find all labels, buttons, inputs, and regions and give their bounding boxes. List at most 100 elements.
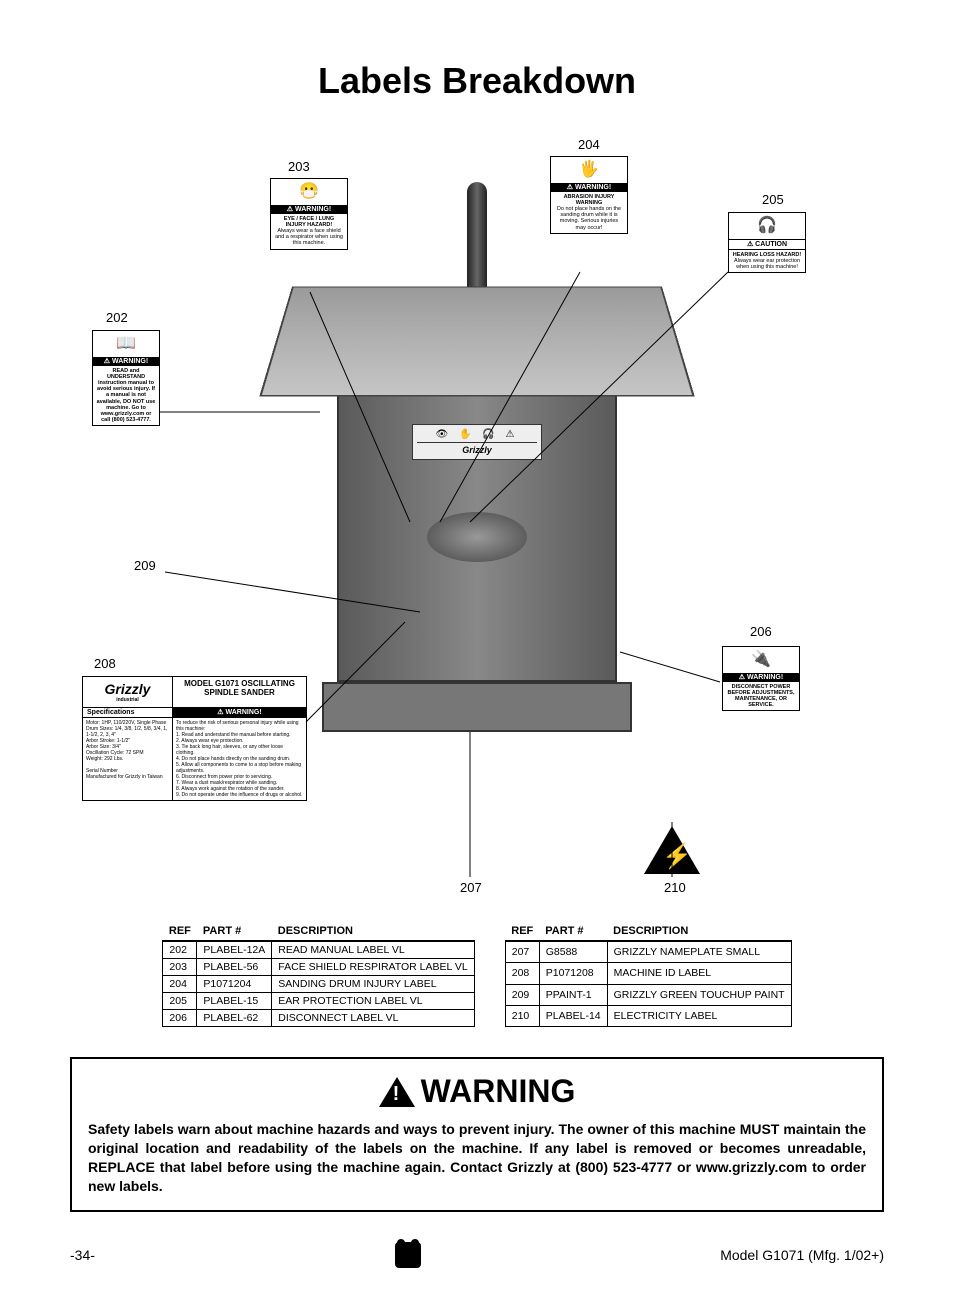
front-label-panel: 👁 ✋ 🎧 ⚠ Grizzly <box>412 424 542 460</box>
label-body-text: Do not place hands on the sanding drum w… <box>554 206 624 230</box>
table-row: 203PLABEL-56FACE SHIELD RESPIRATOR LABEL… <box>163 959 474 976</box>
callout-209: 209 <box>134 558 156 573</box>
grizzly-logo: Grizzly industrial <box>83 677 173 707</box>
table-row: 206PLABEL-62DISCONNECT LABEL VL <box>163 1010 474 1027</box>
plug-icon: 🔌 <box>723 647 799 673</box>
bear-logo-icon <box>395 1242 421 1268</box>
label-202-box: 📖 ⚠ WARNING! READ and UNDERSTAND instruc… <box>92 330 160 426</box>
callout-208: 208 <box>94 656 116 671</box>
callout-207: 207 <box>460 880 482 895</box>
cell-part: PLABEL-14 <box>539 1005 607 1026</box>
cell-desc: SANDING DRUM INJURY LABEL <box>272 976 474 993</box>
machine-base <box>322 682 632 732</box>
machine-illustration: 👁 ✋ 🎧 ⚠ Grizzly <box>277 252 677 732</box>
table-row: 202PLABEL-12AREAD MANUAL LABEL VL <box>163 941 474 959</box>
table-row: 209PPAINT-1GRIZZLY GREEN TOUCHUP PAINT <box>505 984 791 1005</box>
cell-desc: EAR PROTECTION LABEL VL <box>272 993 474 1010</box>
cell-ref: 205 <box>163 993 197 1010</box>
label-206-box: 🔌 ⚠ WARNING! DISCONNECT POWER BEFORE ADJ… <box>722 646 800 711</box>
machine-table-top <box>259 286 694 396</box>
label-body: ABRASION INJURY WARNING Do not place han… <box>551 192 627 232</box>
cell-desc: READ MANUAL LABEL VL <box>272 941 474 959</box>
cell-ref: 206 <box>163 1010 197 1027</box>
cell-part: G8588 <box>539 941 607 963</box>
cell-desc: GRIZZLY NAMEPLATE SMALL <box>607 941 791 963</box>
callout-205: 205 <box>762 192 784 207</box>
warning-title: WARNING <box>88 1073 866 1110</box>
label-body-title: ABRASION INJURY WARNING <box>554 194 624 206</box>
cell-part: PPAINT-1 <box>539 984 607 1005</box>
cell-ref: 202 <box>163 941 197 959</box>
warning-block: WARNING Safety labels warn about machine… <box>70 1057 884 1212</box>
spec-left-col: Motor: 1HP, 110/220V, Single Phase Drum … <box>83 718 173 800</box>
warning-header: ⚠ WARNING! <box>723 673 799 683</box>
col-part: PART # <box>197 922 272 941</box>
label-body: EYE / FACE / LUNG INJURY HAZARD! Always … <box>271 214 347 248</box>
model-title: MODEL G1071 OSCILLATING SPINDLE SANDER <box>173 677 306 707</box>
cell-part: P1071208 <box>539 963 607 984</box>
label-body-text: Always wear ear protection when using th… <box>732 258 802 270</box>
label-body-text: Always wear a face shield and a respirat… <box>274 228 344 246</box>
cell-desc: ELECTRICITY LABEL <box>607 1005 791 1026</box>
warning-text: Safety labels warn about machine hazards… <box>88 1120 866 1196</box>
cell-part: PLABEL-62 <box>197 1010 272 1027</box>
label-body: READ and UNDERSTAND instruction manual t… <box>93 366 159 424</box>
respirator-icon: 😷 <box>271 179 347 205</box>
warning-header: ⚠ WARNING! <box>93 357 159 367</box>
spec-right-col: To reduce the risk of serious personal i… <box>173 718 306 800</box>
electricity-icon <box>644 826 700 874</box>
page-footer: -34- Model G1071 (Mfg. 1/02+) <box>70 1242 884 1268</box>
col-ref: REF <box>163 922 197 941</box>
label-210-electricity <box>644 826 700 874</box>
col-part: PART # <box>539 922 607 941</box>
cell-part: PLABEL-12A <box>197 941 272 959</box>
col-ref: REF <box>505 922 539 941</box>
cell-ref: 203 <box>163 959 197 976</box>
table-row: 207G8588GRIZZLY NAMEPLATE SMALL <box>505 941 791 963</box>
label-body: HEARING LOSS HAZARD! Always wear ear pro… <box>729 250 805 272</box>
table-row: 205PLABEL-15EAR PROTECTION LABEL VL <box>163 993 474 1010</box>
label-204-box: 🖐 ⚠ WARNING! ABRASION INJURY WARNING Do … <box>550 156 628 234</box>
caution-header: ⚠ CAUTION <box>729 239 805 251</box>
spec-warning-header: ⚠ WARNING! <box>173 707 306 718</box>
cell-ref: 208 <box>505 963 539 984</box>
cell-part: PLABEL-56 <box>197 959 272 976</box>
table-row: 208P1071208MACHINE ID LABEL <box>505 963 791 984</box>
warning-header: ⚠ WARNING! <box>551 183 627 193</box>
label-205-box: 🎧 ⚠ CAUTION HEARING LOSS HAZARD! Always … <box>728 212 806 273</box>
spec-header: Specifications <box>83 707 173 718</box>
cell-desc: GRIZZLY GREEN TOUCHUP PAINT <box>607 984 791 1005</box>
callout-210: 210 <box>664 880 686 895</box>
cell-desc: DISCONNECT LABEL VL <box>272 1010 474 1027</box>
hand-drum-icon: 🖐 <box>551 157 627 183</box>
ear-protection-icon: 🎧 <box>729 213 805 239</box>
cell-ref: 207 <box>505 941 539 963</box>
callout-204: 204 <box>578 137 600 152</box>
label-body: DISCONNECT POWER BEFORE ADJUSTMENTS, MAI… <box>723 682 799 710</box>
parts-table-right: REF PART # DESCRIPTION 207G8588GRIZZLY N… <box>505 922 792 1027</box>
warning-header: ⚠ WARNING! <box>271 205 347 215</box>
parts-tables: REF PART # DESCRIPTION 202PLABEL-12AREAD… <box>70 922 884 1027</box>
labels-diagram: 👁 ✋ 🎧 ⚠ Grizzly 📖 ⚠ WARNING! READ and UN… <box>70 122 884 902</box>
cell-part: PLABEL-15 <box>197 993 272 1010</box>
spindle <box>467 182 487 302</box>
col-desc: DESCRIPTION <box>607 922 791 941</box>
warning-title-text: WARNING <box>421 1073 576 1110</box>
callout-206: 206 <box>750 624 772 639</box>
cell-desc: MACHINE ID LABEL <box>607 963 791 984</box>
cell-ref: 209 <box>505 984 539 1005</box>
warning-triangle-icon <box>379 1077 415 1107</box>
col-desc: DESCRIPTION <box>272 922 474 941</box>
machine-body: 👁 ✋ 🎧 ⚠ Grizzly <box>337 392 617 682</box>
parts-table-left: REF PART # DESCRIPTION 202PLABEL-12AREAD… <box>162 922 474 1027</box>
cell-ref: 210 <box>505 1005 539 1026</box>
book-icon: 📖 <box>93 331 159 357</box>
cell-part: P1071204 <box>197 976 272 993</box>
callout-203: 203 <box>288 159 310 174</box>
label-203-box: 😷 ⚠ WARNING! EYE / FACE / LUNG INJURY HA… <box>270 178 348 250</box>
callout-202: 202 <box>106 310 128 325</box>
model-footer: Model G1071 (Mfg. 1/02+) <box>720 1247 884 1263</box>
label-body-title: EYE / FACE / LUNG INJURY HAZARD! <box>274 216 344 228</box>
label-208-spec-box: Grizzly industrial MODEL G1071 OSCILLATI… <box>82 676 307 801</box>
cell-desc: FACE SHIELD RESPIRATOR LABEL VL <box>272 959 474 976</box>
